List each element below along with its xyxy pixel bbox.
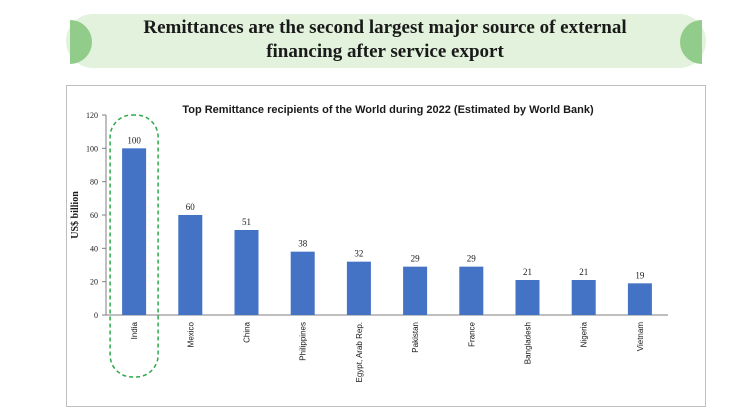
title-banner — [66, 14, 706, 68]
data-label: 29 — [467, 254, 477, 264]
banner-title: Remittances are the second largest major… — [96, 16, 674, 64]
bar — [515, 280, 540, 315]
data-label: 38 — [298, 239, 308, 249]
y-tick-label: 80 — [90, 178, 98, 187]
x-tick-label: Egypt, Arab Rep. — [355, 322, 364, 382]
x-tick-label: China — [243, 321, 252, 342]
bar — [122, 148, 147, 315]
x-tick-label: Bangladesh — [524, 322, 533, 364]
y-axis-label: US$ billion — [70, 191, 81, 239]
bar — [627, 283, 652, 315]
bar — [346, 261, 371, 315]
data-label: 29 — [411, 254, 421, 264]
y-tick-label: 0 — [94, 311, 98, 320]
x-tick-label: Philippines — [299, 322, 308, 361]
bar — [571, 280, 596, 315]
x-tick-label: Pakistan — [411, 322, 420, 353]
data-label: 100 — [127, 135, 141, 145]
chart-title: Top Remittance recipients of the World d… — [182, 104, 594, 116]
bar — [459, 266, 484, 315]
data-label: 19 — [635, 270, 645, 280]
y-tick-label: 40 — [90, 244, 98, 253]
y-tick-label: 100 — [86, 144, 98, 153]
x-tick-label: Mexico — [186, 321, 195, 347]
bar — [234, 230, 259, 315]
bar — [178, 215, 203, 315]
bar — [290, 251, 315, 315]
banner-left-cap — [70, 20, 92, 64]
x-tick-label: India — [130, 321, 139, 339]
chart-frame — [66, 85, 706, 407]
banner-right-cap — [680, 20, 702, 64]
banner-title-line-2: financing after service export — [266, 41, 504, 62]
highlight-outline — [109, 114, 159, 378]
x-tick-label: Vietnam — [636, 322, 645, 352]
data-label: 32 — [354, 249, 363, 259]
x-tick-label: France — [467, 321, 476, 346]
y-tick-label: 120 — [86, 111, 98, 120]
banner-title-line-1: Remittances are the second largest major… — [143, 17, 627, 38]
y-tick-label: 60 — [90, 211, 98, 220]
data-label: 21 — [523, 267, 532, 277]
bar — [403, 266, 428, 315]
data-label: 21 — [579, 267, 588, 277]
data-label: 51 — [242, 217, 251, 227]
data-label: 60 — [186, 202, 196, 212]
y-tick-label: 20 — [90, 278, 98, 287]
x-tick-label: Nigeria — [580, 321, 589, 347]
